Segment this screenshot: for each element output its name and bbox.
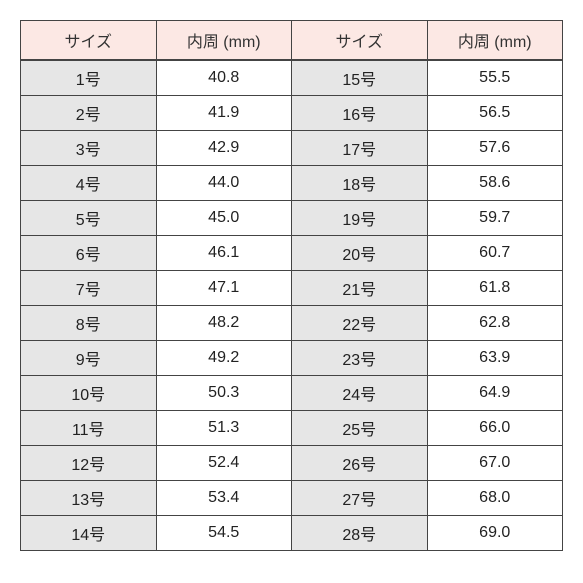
table-row: 8号48.222号62.8 <box>21 306 563 341</box>
table-row: 2号41.916号56.5 <box>21 96 563 131</box>
size-cell: 27号 <box>292 481 428 516</box>
table-row: 12号52.426号67.0 <box>21 446 563 481</box>
circumference-cell: 46.1 <box>156 236 292 271</box>
table-row: 6号46.120号60.7 <box>21 236 563 271</box>
circumference-cell: 69.0 <box>427 516 563 551</box>
circumference-cell: 42.9 <box>156 131 292 166</box>
table-row: 9号49.223号63.9 <box>21 341 563 376</box>
size-cell: 10号 <box>21 376 157 411</box>
size-cell: 1号 <box>21 60 157 96</box>
size-cell: 2号 <box>21 96 157 131</box>
circumference-cell: 41.9 <box>156 96 292 131</box>
circumference-cell: 52.4 <box>156 446 292 481</box>
circumference-cell: 49.2 <box>156 341 292 376</box>
circumference-cell: 67.0 <box>427 446 563 481</box>
header-size-1: サイズ <box>21 21 157 61</box>
table-row: 5号45.019号59.7 <box>21 201 563 236</box>
size-cell: 18号 <box>292 166 428 201</box>
circumference-cell: 51.3 <box>156 411 292 446</box>
circumference-cell: 62.8 <box>427 306 563 341</box>
size-cell: 6号 <box>21 236 157 271</box>
circumference-cell: 68.0 <box>427 481 563 516</box>
circumference-cell: 63.9 <box>427 341 563 376</box>
size-cell: 22号 <box>292 306 428 341</box>
circumference-cell: 44.0 <box>156 166 292 201</box>
table-row: 10号50.324号64.9 <box>21 376 563 411</box>
size-cell: 13号 <box>21 481 157 516</box>
circumference-cell: 57.6 <box>427 131 563 166</box>
circumference-cell: 48.2 <box>156 306 292 341</box>
circumference-cell: 60.7 <box>427 236 563 271</box>
table-row: 14号54.528号69.0 <box>21 516 563 551</box>
table-body: 1号40.815号55.52号41.916号56.53号42.917号57.64… <box>21 60 563 551</box>
circumference-cell: 66.0 <box>427 411 563 446</box>
size-cell: 9号 <box>21 341 157 376</box>
circumference-cell: 45.0 <box>156 201 292 236</box>
size-cell: 25号 <box>292 411 428 446</box>
size-cell: 20号 <box>292 236 428 271</box>
circumference-cell: 64.9 <box>427 376 563 411</box>
circumference-cell: 56.5 <box>427 96 563 131</box>
size-cell: 23号 <box>292 341 428 376</box>
size-cell: 16号 <box>292 96 428 131</box>
table-row: 1号40.815号55.5 <box>21 60 563 96</box>
circumference-cell: 40.8 <box>156 60 292 96</box>
size-cell: 19号 <box>292 201 428 236</box>
header-circumference-2: 内周 (mm) <box>427 21 563 61</box>
size-cell: 3号 <box>21 131 157 166</box>
circumference-cell: 61.8 <box>427 271 563 306</box>
circumference-cell: 55.5 <box>427 60 563 96</box>
circumference-cell: 54.5 <box>156 516 292 551</box>
size-cell: 7号 <box>21 271 157 306</box>
table-row: 4号44.018号58.6 <box>21 166 563 201</box>
circumference-cell: 50.3 <box>156 376 292 411</box>
ring-size-table: サイズ 内周 (mm) サイズ 内周 (mm) 1号40.815号55.52号4… <box>20 20 563 551</box>
size-cell: 17号 <box>292 131 428 166</box>
size-cell: 14号 <box>21 516 157 551</box>
circumference-cell: 47.1 <box>156 271 292 306</box>
header-size-2: サイズ <box>292 21 428 61</box>
size-cell: 8号 <box>21 306 157 341</box>
header-row: サイズ 内周 (mm) サイズ 内周 (mm) <box>21 21 563 61</box>
size-cell: 12号 <box>21 446 157 481</box>
circumference-cell: 59.7 <box>427 201 563 236</box>
circumference-cell: 53.4 <box>156 481 292 516</box>
table-row: 3号42.917号57.6 <box>21 131 563 166</box>
table-row: 11号51.325号66.0 <box>21 411 563 446</box>
size-cell: 26号 <box>292 446 428 481</box>
size-cell: 11号 <box>21 411 157 446</box>
table-row: 7号47.121号61.8 <box>21 271 563 306</box>
size-cell: 15号 <box>292 60 428 96</box>
table-row: 13号53.427号68.0 <box>21 481 563 516</box>
size-cell: 28号 <box>292 516 428 551</box>
circumference-cell: 58.6 <box>427 166 563 201</box>
header-circumference-1: 内周 (mm) <box>156 21 292 61</box>
size-cell: 4号 <box>21 166 157 201</box>
size-cell: 24号 <box>292 376 428 411</box>
size-cell: 5号 <box>21 201 157 236</box>
size-cell: 21号 <box>292 271 428 306</box>
